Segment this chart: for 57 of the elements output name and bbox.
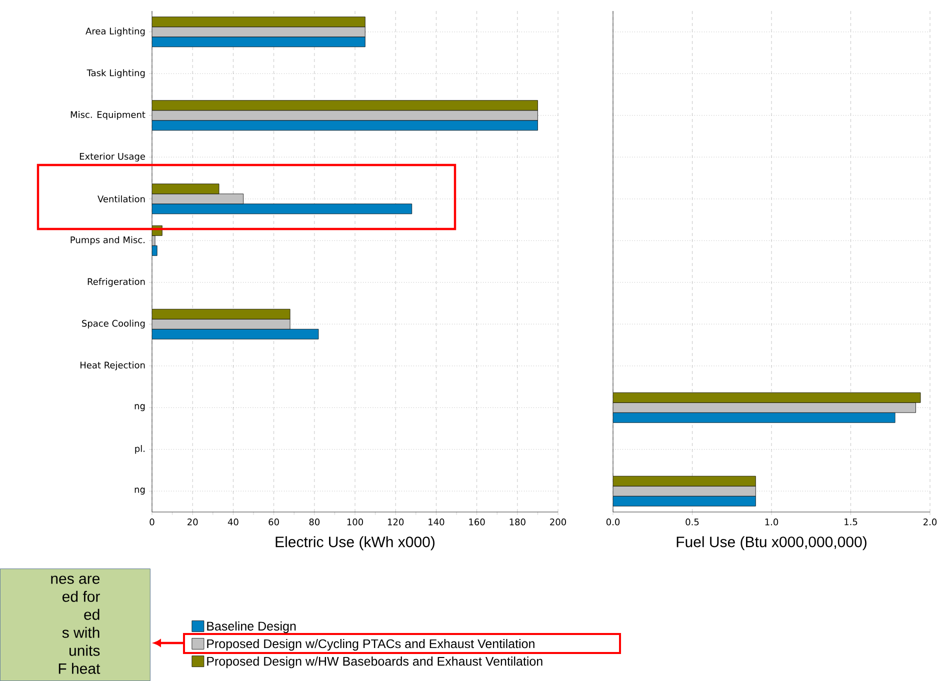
text: s with <box>62 626 100 638</box>
x-tick-label: 80 <box>309 518 320 526</box>
x-tick-label: 140 <box>428 518 444 526</box>
legend-label: Baseline Design <box>207 621 296 634</box>
x-tick-label: 0 <box>150 518 154 526</box>
y-tick-label: Heat Rejection <box>80 362 145 370</box>
x-tick-label: 60 <box>268 518 279 526</box>
bar <box>152 184 220 194</box>
x-tick-label: 160 <box>469 518 485 526</box>
text: nes are <box>51 576 100 584</box>
x-tick-label: 40 <box>228 518 238 526</box>
x-tick-label: 1.0 <box>765 518 778 526</box>
bar <box>613 412 896 423</box>
text: units <box>70 644 100 656</box>
x-tick-label: 180 <box>510 518 526 526</box>
text: ed for <box>62 590 100 602</box>
x-axis-title: Electric Use (kWh x000) <box>276 536 434 550</box>
x-tick-label: 100 <box>347 518 363 526</box>
bar <box>613 402 916 413</box>
x-tick-label: 2.0 <box>924 518 937 526</box>
bar <box>152 26 366 38</box>
bar <box>613 496 756 506</box>
y-tick-label: ng <box>134 488 145 495</box>
x-tick-label: 200 <box>550 518 566 526</box>
y-tick-label: Task Lighting <box>86 69 145 78</box>
bar <box>152 308 290 320</box>
x-tick-label: 0.0 <box>606 518 620 526</box>
legend-label: Proposed Design w/Cycling PTACs and Exhaust Ventilation <box>207 638 534 651</box>
text: F heat <box>58 662 100 674</box>
x-axis-title: Fuel Use (Btu x000,000,000) <box>676 536 866 550</box>
bar <box>152 16 366 28</box>
legend-label: Proposed Design w/HW Baseboards and Exhaust Ventilation <box>207 656 542 668</box>
y-tick-label: Refrigeration <box>88 278 145 287</box>
bar <box>152 318 290 330</box>
text: ed <box>84 608 100 620</box>
y-tick-label: Space Cooling <box>82 320 145 328</box>
y-tick-label: pl. <box>135 445 145 454</box>
y-tick-label: ng <box>134 404 145 412</box>
y-tick-label: Ventilation <box>98 195 145 202</box>
x-tick-label: 120 <box>388 518 404 526</box>
bar <box>152 204 412 214</box>
x-tick-label: 20 <box>188 518 198 526</box>
bar <box>613 476 756 486</box>
bar <box>152 194 244 204</box>
bar <box>613 392 921 403</box>
y-tick-label: Area Lighting <box>86 28 145 36</box>
y-tick-label: Pumps and Misc. <box>70 236 145 245</box>
bar <box>613 486 756 496</box>
y-tick-label: Exterior Usage <box>80 152 145 162</box>
y-tick-label: Misc. Equipment <box>70 111 146 120</box>
x-tick-label: 0.5 <box>686 518 699 526</box>
bar <box>152 120 538 131</box>
bar <box>152 36 366 48</box>
bar <box>152 100 538 111</box>
bar <box>152 328 319 340</box>
bar <box>152 110 538 121</box>
x-tick-label: 1.5 <box>844 518 858 526</box>
